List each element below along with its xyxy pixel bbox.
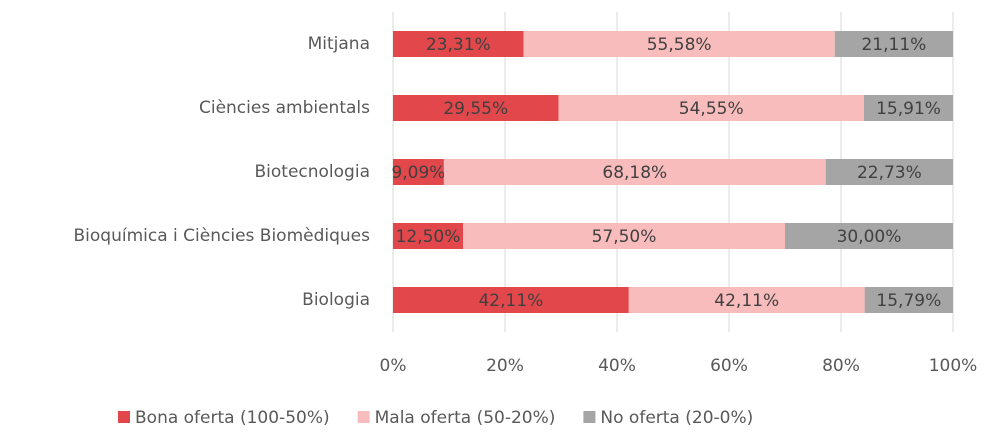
bar-segment bbox=[393, 223, 463, 249]
value-label: 29,55% bbox=[443, 99, 508, 119]
bar-segment bbox=[393, 159, 444, 185]
x-tick-label: 80% bbox=[822, 356, 860, 376]
bar-segment bbox=[558, 95, 864, 121]
value-label: 57,50% bbox=[592, 227, 657, 247]
value-label: 22,73% bbox=[857, 163, 922, 183]
value-label: 12,50% bbox=[396, 227, 461, 247]
value-label: 42,11% bbox=[714, 291, 779, 311]
bar-segment bbox=[393, 95, 559, 121]
value-label: 42,11% bbox=[478, 291, 543, 311]
x-tick-label: 40% bbox=[598, 356, 636, 376]
value-label: 54,55% bbox=[679, 99, 744, 119]
value-label: 30,00% bbox=[837, 227, 902, 247]
value-label: 55,58% bbox=[647, 35, 712, 55]
bar-segment bbox=[463, 223, 785, 249]
x-tick-label: 100% bbox=[929, 356, 978, 376]
bar-segment bbox=[864, 287, 954, 313]
y-tick-label: Bioquímica i Ciències Biomèdiques bbox=[74, 226, 371, 246]
bar-segment bbox=[523, 31, 835, 57]
y-tick-label: Biotecnologia bbox=[255, 162, 371, 182]
bar-segment bbox=[825, 159, 953, 185]
value-label: 15,91% bbox=[876, 99, 941, 119]
x-tick-label: 60% bbox=[710, 356, 748, 376]
bar-segment bbox=[628, 287, 865, 313]
legend-swatch bbox=[357, 411, 370, 423]
bar-segment bbox=[393, 31, 524, 57]
value-label: 68,18% bbox=[602, 163, 667, 183]
value-label: 23,31% bbox=[426, 35, 491, 55]
value-label: 21,11% bbox=[861, 35, 926, 55]
bar-segment bbox=[785, 223, 953, 249]
y-tick-label: Biologia bbox=[302, 290, 370, 310]
legend-swatch bbox=[583, 411, 596, 423]
bar-segment bbox=[863, 95, 954, 121]
value-label: 15,79% bbox=[876, 291, 941, 311]
legend-label: Mala oferta (50-20%) bbox=[375, 408, 556, 428]
legend-label: Bona oferta (100-50%) bbox=[135, 408, 330, 428]
legend-swatch bbox=[118, 411, 130, 423]
bar-segment bbox=[834, 31, 953, 57]
x-tick-label: 0% bbox=[380, 356, 407, 376]
x-tick-label: 20% bbox=[486, 356, 524, 376]
legend-label: No oferta (20-0%) bbox=[600, 408, 753, 428]
y-tick-label: Mitjana bbox=[308, 34, 370, 54]
bar-segment bbox=[443, 159, 826, 185]
bar-segment bbox=[393, 287, 629, 313]
y-tick-label: Ciències ambientals bbox=[199, 98, 370, 118]
value-label: 9,09% bbox=[391, 163, 445, 183]
